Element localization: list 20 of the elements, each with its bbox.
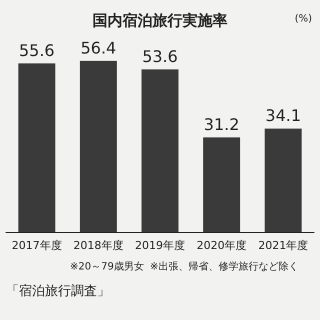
data-label: 53.6 [142,46,178,66]
x-tick-label: 2018年度 [73,239,124,252]
bar [18,63,56,232]
data-label: 56.4 [80,38,116,58]
x-tick-label: 2021年度 [258,239,308,252]
y-axis-title: (%) [294,14,312,24]
text: 「宿泊旅行調査」 [6,283,110,299]
bar [80,60,117,232]
data-label: 31.2 [204,114,240,134]
bar [142,69,178,232]
data-label: 55.6 [18,40,55,60]
data-label: 34.1 [265,106,302,126]
text: ※出張、帰省、修学旅行など除く [150,260,298,272]
bar [203,137,240,232]
chart-title: 国内宿泊旅行実施率 [92,12,228,30]
x-tick-label: 2019年度 [135,239,185,252]
x-tick-label: 2020年度 [196,239,247,252]
text: ※20～79歳男女 [70,260,144,272]
x-tick-label: 2017年度 [12,239,62,252]
bar [264,128,302,232]
